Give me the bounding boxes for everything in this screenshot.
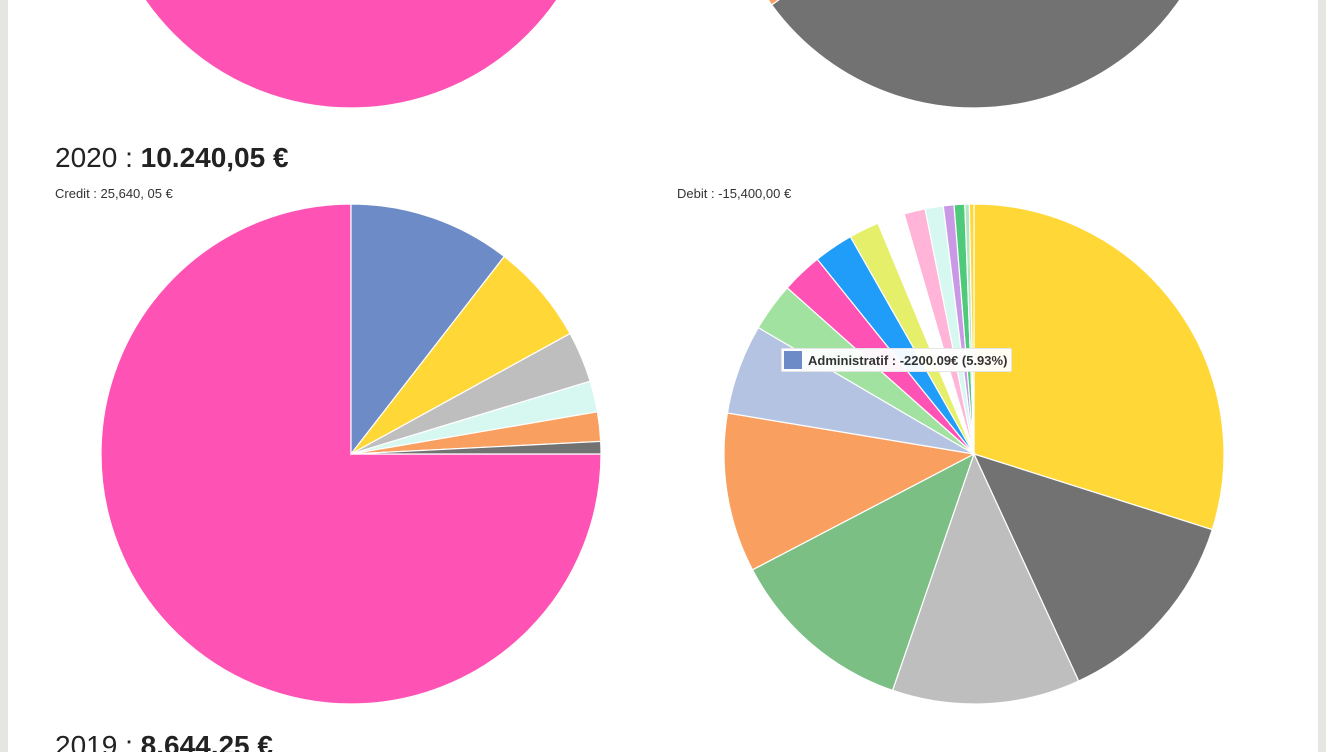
pie-slice[interactable] bbox=[751, 452, 976, 692]
debit-pie-chart[interactable] bbox=[723, 203, 1225, 705]
pie-slice[interactable] bbox=[724, 0, 974, 6]
pie-slice[interactable] bbox=[770, 0, 1224, 109]
credit-pie-chart[interactable] bbox=[100, 203, 602, 705]
debit-pie-chart-previous bbox=[724, 0, 1224, 109]
credit-pie-chart-previous bbox=[101, 0, 601, 109]
pie-slice[interactable] bbox=[972, 453, 1214, 682]
chart-tooltip: Administratif : -2200.09€ (5.93%) bbox=[781, 348, 1013, 372]
pie-slice[interactable] bbox=[968, 203, 975, 455]
stats-panel: 2020 : 10.240,05 € Credit : 25,640, 05 €… bbox=[8, 0, 1318, 752]
debit-label: Debit : -15,400,00 € bbox=[677, 186, 792, 201]
pie-slice[interactable] bbox=[350, 203, 506, 456]
year-2019-label: 2019 : bbox=[55, 730, 133, 752]
pie-slice[interactable] bbox=[973, 203, 1225, 531]
year-2020-total: 10.240,05 € bbox=[140, 142, 289, 173]
pie-slice[interactable] bbox=[891, 452, 1080, 705]
year-2019-total: 8.644,25 € bbox=[140, 730, 273, 752]
tooltip-text: Administratif : -2200.09€ (5.93%) bbox=[808, 352, 1008, 368]
year-2020-label: 2020 : bbox=[55, 142, 133, 173]
pie-slice[interactable] bbox=[101, 0, 601, 109]
pie-slice[interactable] bbox=[350, 440, 602, 455]
year-2020-heading: 2020 : 10.240,05 € bbox=[55, 142, 289, 174]
credit-label: Credit : 25,640, 05 € bbox=[55, 186, 173, 201]
tooltip-color-swatch bbox=[784, 351, 802, 369]
pie-slice[interactable] bbox=[723, 412, 976, 571]
year-2019-heading: 2019 : 8.644,25 € bbox=[55, 730, 273, 752]
